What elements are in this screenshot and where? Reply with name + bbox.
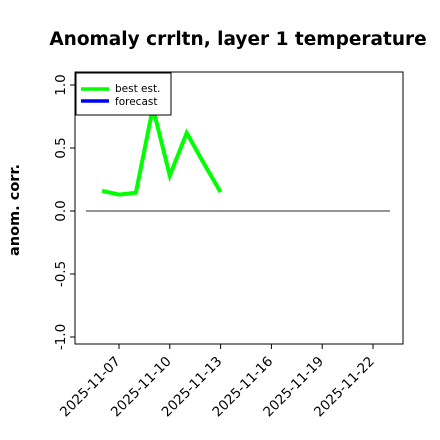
legend-box: [75, 72, 172, 116]
y-axis-label: anom. corr.: [7, 164, 23, 256]
series-line-best-est-: [101, 107, 223, 197]
y-tick-label: 1.0: [53, 74, 69, 95]
y-tick-label: 0.5: [53, 137, 69, 158]
legend-label-forecast: forecast: [115, 96, 157, 108]
y-tick-label: -0.5: [53, 261, 69, 287]
x-axis: 2025-11-072025-11-102025-11-132025-11-16…: [57, 344, 378, 420]
legend: best est. forecast: [75, 72, 172, 116]
plot-frame: [74, 71, 404, 345]
series-layer: [101, 107, 223, 197]
y-axis: 1.0 0.5 0.0 -0.5 -1.0: [53, 74, 75, 350]
legend-label-best-est: best est.: [115, 83, 160, 95]
y-tick-label: -1.0: [53, 324, 69, 350]
y-tick-label: 0.0: [53, 200, 69, 221]
chart-title: Anomaly crrltn, layer 1 temperature: [49, 29, 426, 50]
